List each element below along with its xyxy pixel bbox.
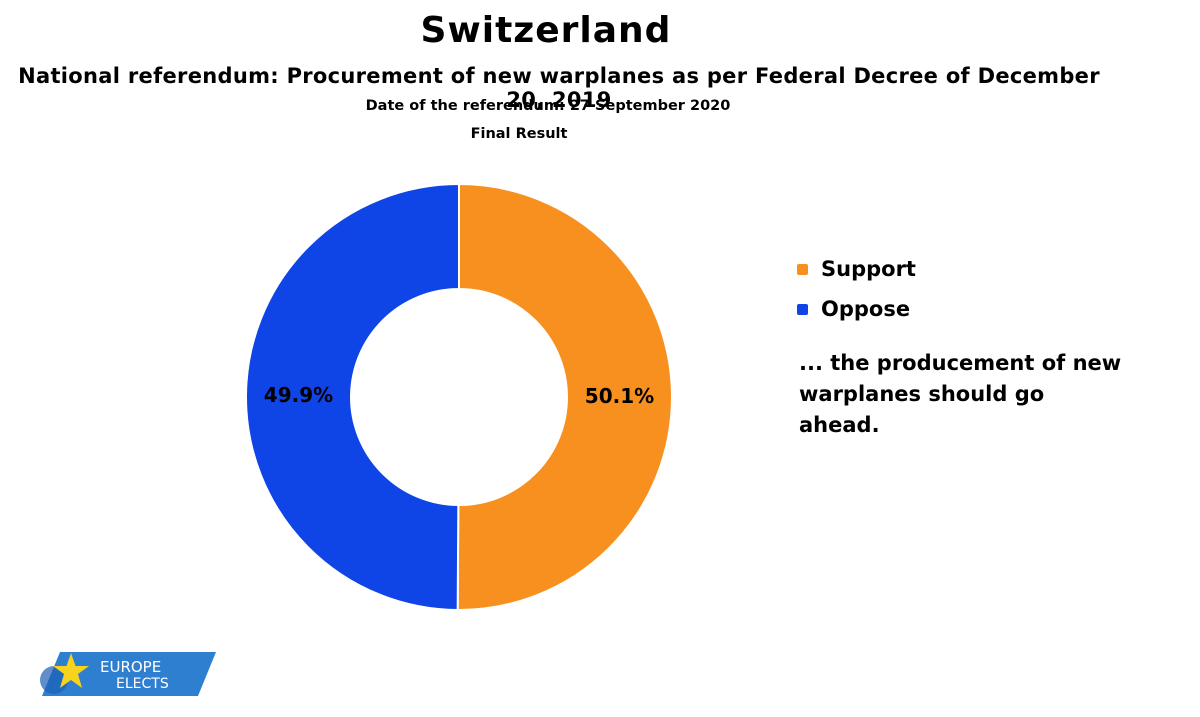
- caption-text: ... the producement of new warplanes sho…: [799, 351, 1122, 437]
- legend: Support Oppose: [797, 249, 916, 329]
- data-label-oppose: 49.9%: [264, 383, 333, 407]
- logo-line-1: EUROPE: [100, 658, 162, 676]
- chart-title: Switzerland: [420, 10, 672, 51]
- result-status: Final Result: [470, 126, 568, 142]
- europe-elects-logo: EUROPE ELECTS: [38, 650, 218, 698]
- slice-support: [456, 182, 673, 611]
- chart-subtitle: National referendum: Procurement of new …: [18, 64, 1100, 112]
- europe-elects-logo-graphic: [40, 652, 216, 696]
- legend-item-support: Support: [797, 249, 916, 289]
- legend-label-oppose: Oppose: [821, 297, 911, 321]
- legend-swatch-oppose: [797, 303, 808, 315]
- logo-line-2: ELECTS: [116, 676, 169, 692]
- legend-label-support: Support: [821, 257, 916, 281]
- slice-oppose: [245, 182, 460, 612]
- legend-swatch-support: [797, 263, 808, 275]
- referendum-date: Date of the referendum: 27 September 202…: [365, 98, 731, 114]
- data-label-support: 50.1%: [585, 384, 654, 408]
- star-icon: [53, 653, 89, 688]
- legend-item-oppose: Oppose: [797, 289, 916, 329]
